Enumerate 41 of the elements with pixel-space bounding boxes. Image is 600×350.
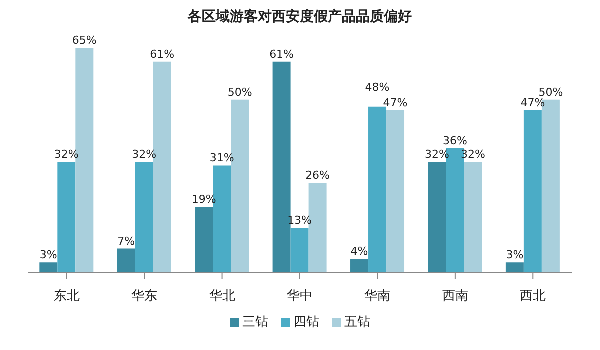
x-tick-label: 华东 [132, 289, 158, 304]
bar [58, 162, 76, 273]
bar [506, 262, 524, 273]
data-label: 50% [228, 86, 252, 99]
data-label: 4% [350, 245, 368, 258]
bar [117, 248, 136, 273]
data-label: 36% [443, 134, 468, 148]
legend-label: 三钻 [242, 314, 268, 331]
bar [368, 106, 387, 273]
bar [40, 262, 58, 273]
data-label: 48% [365, 80, 390, 94]
bar [195, 207, 214, 273]
x-tick-label: 西北 [520, 289, 546, 304]
data-label: 3% [506, 248, 524, 262]
bar [135, 162, 154, 273]
data-label: 47% [383, 96, 408, 110]
data-label: 47% [520, 96, 546, 110]
x-tick-label: 华中 [287, 289, 313, 304]
legend-label: 五钻 [344, 314, 370, 331]
data-label: 3% [40, 248, 58, 262]
data-label: 61% [270, 48, 294, 61]
data-label: 65% [72, 34, 97, 47]
bar [524, 110, 542, 273]
x-tick-label: 西南 [442, 289, 468, 304]
data-label: 61% [150, 48, 175, 61]
data-label: 7% [118, 234, 136, 248]
bar [464, 162, 482, 273]
bar [350, 259, 369, 273]
data-label: 32% [132, 148, 157, 162]
data-label: 26% [306, 169, 330, 182]
bar [290, 228, 309, 273]
data-label: 32% [54, 148, 79, 162]
x-tick-label: 东北 [54, 289, 80, 304]
legend-label: 四钻 [292, 314, 320, 331]
x-tick-label: 华南 [364, 289, 391, 304]
data-label: 50% [538, 86, 564, 99]
bar [386, 110, 405, 273]
bar [428, 162, 446, 273]
chart-title: 各区域游客对西安度假产品品质偏好 [186, 8, 413, 26]
data-label: 31% [210, 152, 234, 165]
x-tick-label: 华北 [209, 289, 236, 304]
